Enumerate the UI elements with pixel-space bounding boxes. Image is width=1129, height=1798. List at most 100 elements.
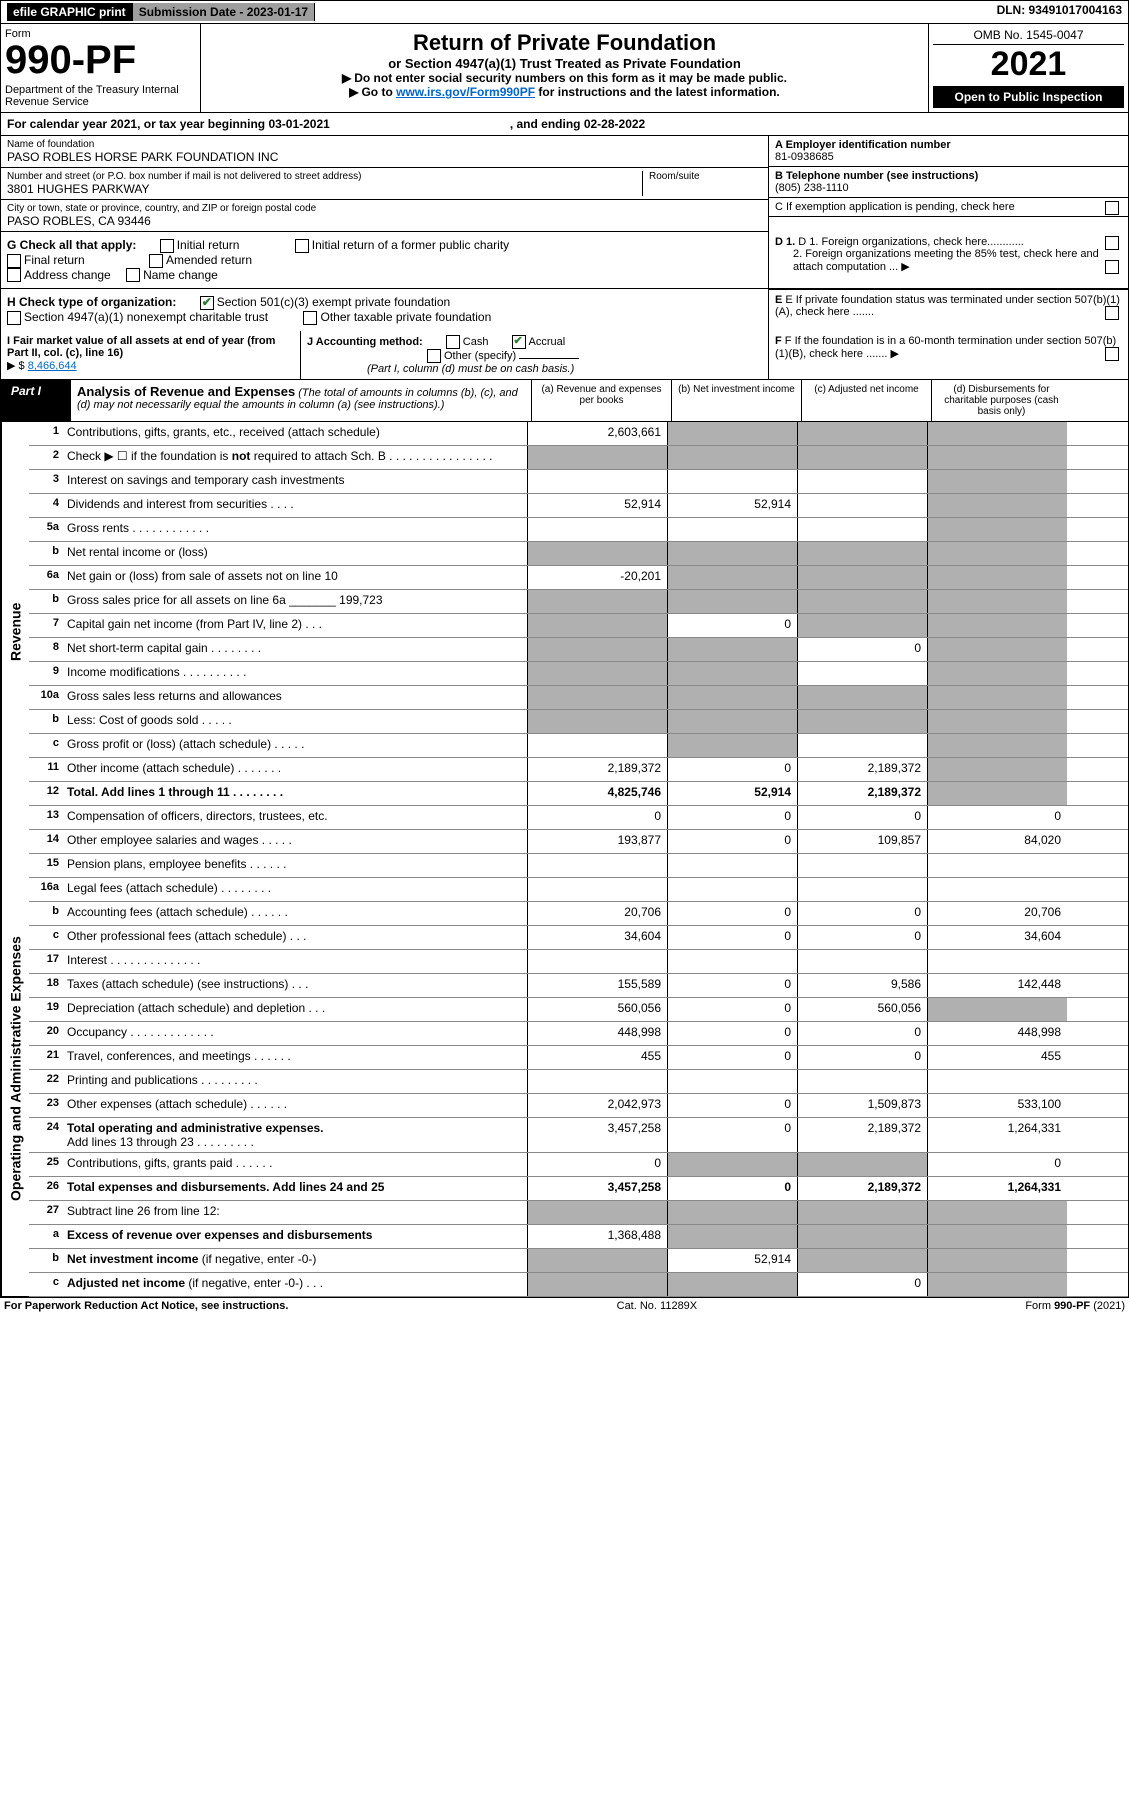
part1-title: Analysis of Revenue and Expenses: [77, 384, 295, 399]
row-number: 5a: [29, 518, 63, 541]
cell-b: [667, 734, 797, 757]
name-change-checkbox[interactable]: [126, 268, 140, 282]
table-row: 24Total operating and administrative exp…: [29, 1118, 1128, 1153]
table-row: 18Taxes (attach schedule) (see instructi…: [29, 974, 1128, 998]
table-row: 16aLegal fees (attach schedule) . . . . …: [29, 878, 1128, 902]
cell-b: 0: [667, 1118, 797, 1152]
table-row: bAccounting fees (attach schedule) . . .…: [29, 902, 1128, 926]
cell-a: [527, 470, 667, 493]
row-description: Depreciation (attach schedule) and deple…: [63, 998, 527, 1021]
cell-d: 0: [927, 1153, 1067, 1176]
cell-d: [927, 1201, 1067, 1224]
exemption-checkbox[interactable]: [1105, 201, 1119, 215]
e-checkbox[interactable]: [1105, 306, 1119, 320]
cell-b: [667, 542, 797, 565]
cell-d: [927, 686, 1067, 709]
initial-former-checkbox[interactable]: [295, 239, 309, 253]
other-method-label: Other (specify): [444, 350, 516, 362]
cell-b: 0: [667, 614, 797, 637]
cell-d: 20,706: [927, 902, 1067, 925]
name-label: Name of foundation: [7, 139, 762, 150]
d1-checkbox[interactable]: [1105, 236, 1119, 250]
row-description: Check ▶ ☐ if the foundation is not requi…: [63, 446, 527, 469]
4947-checkbox[interactable]: [7, 311, 21, 325]
row-description: Net rental income or (loss): [63, 542, 527, 565]
cell-a: 455: [527, 1046, 667, 1069]
cell-c: [797, 878, 927, 901]
row-number: b: [29, 710, 63, 733]
other-method-checkbox[interactable]: [427, 349, 441, 363]
amended-label: Amended return: [166, 253, 252, 267]
cell-a: [527, 734, 667, 757]
row-description: Net investment income (if negative, ente…: [63, 1249, 527, 1272]
cell-a: 52,914: [527, 494, 667, 517]
phone-label: B Telephone number (see instructions): [775, 170, 978, 182]
accrual-checkbox[interactable]: [512, 335, 526, 349]
cell-c: [797, 1249, 927, 1272]
cell-c: [797, 422, 927, 445]
row-number: 7: [29, 614, 63, 637]
row-description: Subtract line 26 from line 12:: [63, 1201, 527, 1224]
cash-checkbox[interactable]: [446, 335, 460, 349]
cell-b: 0: [667, 902, 797, 925]
cell-a: [527, 542, 667, 565]
d2-checkbox[interactable]: [1105, 260, 1119, 274]
other-taxable-checkbox[interactable]: [303, 311, 317, 325]
d2-label: 2. Foreign organizations meeting the 85%…: [775, 248, 1122, 273]
row-number: 13: [29, 806, 63, 829]
table-row: 21Travel, conferences, and meetings . . …: [29, 1046, 1128, 1070]
f-checkbox[interactable]: [1105, 347, 1119, 361]
row-number: c: [29, 1273, 63, 1296]
row-description: Contributions, gifts, grants, etc., rece…: [63, 422, 527, 445]
row-number: 17: [29, 950, 63, 973]
row-description: Legal fees (attach schedule) . . . . . .…: [63, 878, 527, 901]
cell-a: 34,604: [527, 926, 667, 949]
row-number: 24: [29, 1118, 63, 1152]
cell-b: [667, 422, 797, 445]
cell-d: [927, 518, 1067, 541]
501c3-checkbox[interactable]: [200, 296, 214, 310]
row-description: Gross rents . . . . . . . . . . . .: [63, 518, 527, 541]
amended-checkbox[interactable]: [149, 254, 163, 268]
cell-c: [797, 1225, 927, 1248]
cell-d: [927, 782, 1067, 805]
cell-c: 0: [797, 1273, 927, 1296]
501c3-label: Section 501(c)(3) exempt private foundat…: [217, 295, 450, 309]
cell-d: 142,448: [927, 974, 1067, 997]
row-number: 4: [29, 494, 63, 517]
row-description: Travel, conferences, and meetings . . . …: [63, 1046, 527, 1069]
cell-b: [667, 470, 797, 493]
row-description: Dividends and interest from securities .…: [63, 494, 527, 517]
room-label: Room/suite: [649, 171, 762, 182]
final-return-checkbox[interactable]: [7, 254, 21, 268]
foundation-name: PASO ROBLES HORSE PARK FOUNDATION INC: [7, 150, 762, 164]
row-description: Less: Cost of goods sold . . . . .: [63, 710, 527, 733]
irs-link[interactable]: www.irs.gov/Form990PF: [396, 85, 535, 99]
accrual-label: Accrual: [529, 336, 566, 348]
form-number: 990-PF: [5, 40, 196, 80]
table-row: 15Pension plans, employee benefits . . .…: [29, 854, 1128, 878]
row-number: b: [29, 590, 63, 613]
cell-a: 155,589: [527, 974, 667, 997]
initial-return-checkbox[interactable]: [160, 239, 174, 253]
cal-year-end: , and ending 02-28-2022: [510, 117, 645, 131]
cell-b: 0: [667, 1022, 797, 1045]
row-number: c: [29, 734, 63, 757]
fair-market-value[interactable]: 8,466,644: [28, 360, 77, 372]
addr-change-checkbox[interactable]: [7, 268, 21, 282]
cell-c: [797, 854, 927, 877]
table-row: 4Dividends and interest from securities …: [29, 494, 1128, 518]
cell-b: [667, 446, 797, 469]
row-description: Net short-term capital gain . . . . . . …: [63, 638, 527, 661]
cell-d: [927, 446, 1067, 469]
efile-print-button[interactable]: efile GRAPHIC print: [7, 3, 133, 21]
row-description: Other employee salaries and wages . . . …: [63, 830, 527, 853]
cell-c: [797, 542, 927, 565]
d1-label: D 1. D 1. Foreign organizations, check h…: [775, 236, 1122, 248]
row-number: 15: [29, 854, 63, 877]
g-label: G Check all that apply:: [7, 238, 136, 252]
cell-b: [667, 638, 797, 661]
cell-d: 1,264,331: [927, 1118, 1067, 1152]
cell-c: [797, 686, 927, 709]
cell-d: 84,020: [927, 830, 1067, 853]
